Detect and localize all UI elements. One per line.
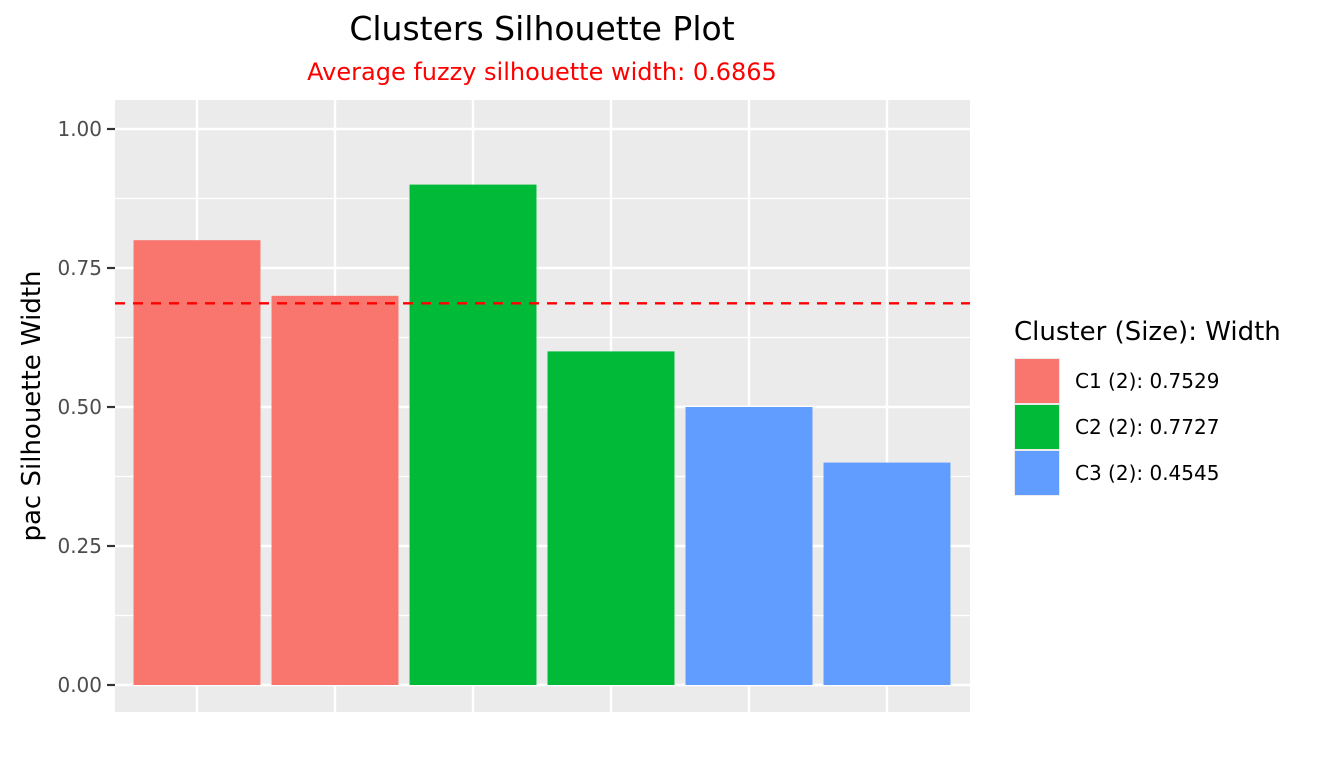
bar-c3	[823, 462, 951, 685]
y-tick-label: 0.50	[57, 395, 102, 419]
y-tick-label: 1.00	[57, 117, 102, 141]
legend-swatch-c2	[1015, 405, 1059, 449]
bar-c1	[133, 240, 261, 685]
legend: Cluster (Size): Width C1 (2): 0.7529 C2 (…	[1014, 317, 1281, 496]
legend-swatch-c3	[1015, 451, 1059, 495]
y-tick-label: 0.75	[57, 256, 102, 280]
bar-c2	[547, 351, 675, 685]
legend-title: Cluster (Size): Width	[1014, 317, 1281, 347]
legend-label-c2: C2 (2): 0.7727	[1075, 415, 1219, 439]
bar-c3	[685, 407, 813, 685]
y-tick-label: 0.25	[57, 534, 102, 558]
y-axis: 0.00 0.25 0.50 0.75 1.00	[57, 117, 115, 697]
y-axis-title: pac Silhouette Width	[17, 271, 47, 542]
bar-c1	[271, 295, 399, 685]
bar-c2	[409, 184, 537, 685]
chart-subtitle: Average fuzzy silhouette width: 0.6865	[307, 58, 777, 86]
legend-label-c3: C3 (2): 0.4545	[1075, 461, 1219, 485]
chart-title: Clusters Silhouette Plot	[349, 9, 734, 48]
y-tick-label: 0.00	[57, 673, 102, 697]
bars	[133, 184, 951, 685]
legend-swatch-c1	[1015, 359, 1059, 403]
legend-label-c1: C1 (2): 0.7529	[1075, 369, 1219, 393]
